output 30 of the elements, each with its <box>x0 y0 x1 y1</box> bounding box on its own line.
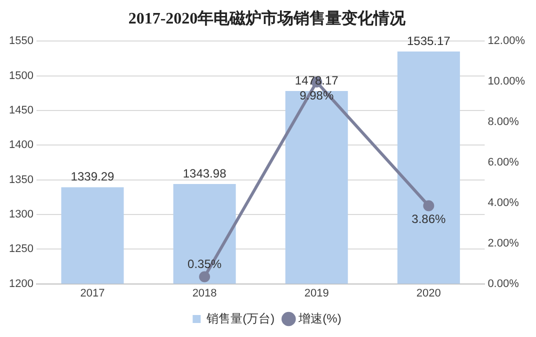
y-tick-label: 1500 <box>8 70 34 82</box>
x-tick-label: 2020 <box>416 287 441 300</box>
legend-label: 销售量(万台) <box>206 311 275 326</box>
y2-tick-label: 10.00% <box>488 76 526 88</box>
y-tick-label: 1300 <box>8 208 34 221</box>
y2-tick-label: 8.00% <box>488 116 520 128</box>
y2-tick-label: 0.00% <box>488 278 520 290</box>
data-label: 1535.17 <box>406 34 451 48</box>
y-tick-label: 1200 <box>8 278 34 290</box>
data-label: 1343.98 <box>182 166 227 180</box>
legend-label: 增速(%) <box>298 311 342 326</box>
y2-tick-label: 4.00% <box>488 196 520 209</box>
y2-tick-label: 6.00% <box>488 156 520 169</box>
chart-title: 2017-2020年电磁炉市场销售量变化情况 <box>128 10 407 28</box>
x-tick-label: 2017 <box>80 287 105 300</box>
x-tick-label: 2019 <box>304 287 329 300</box>
y2-tick-label: 12.00% <box>488 35 526 48</box>
data-label: 3.86% <box>412 212 446 226</box>
data-label: 0.35% <box>188 257 222 272</box>
y-tick-label: 1450 <box>8 104 34 117</box>
data-label: 1339.29 <box>70 170 115 184</box>
point <box>423 200 434 212</box>
y-tick-label: 1400 <box>8 139 34 152</box>
y-tick-label: 1350 <box>8 174 34 186</box>
y-tick-label: 1550 <box>8 35 34 48</box>
y-tick-label: 1250 <box>8 243 34 256</box>
y2-tick-label: 2.00% <box>488 237 520 250</box>
data-label: 9.98% <box>300 88 334 102</box>
x-tick-label: 2018 <box>192 287 217 300</box>
point <box>199 271 210 282</box>
